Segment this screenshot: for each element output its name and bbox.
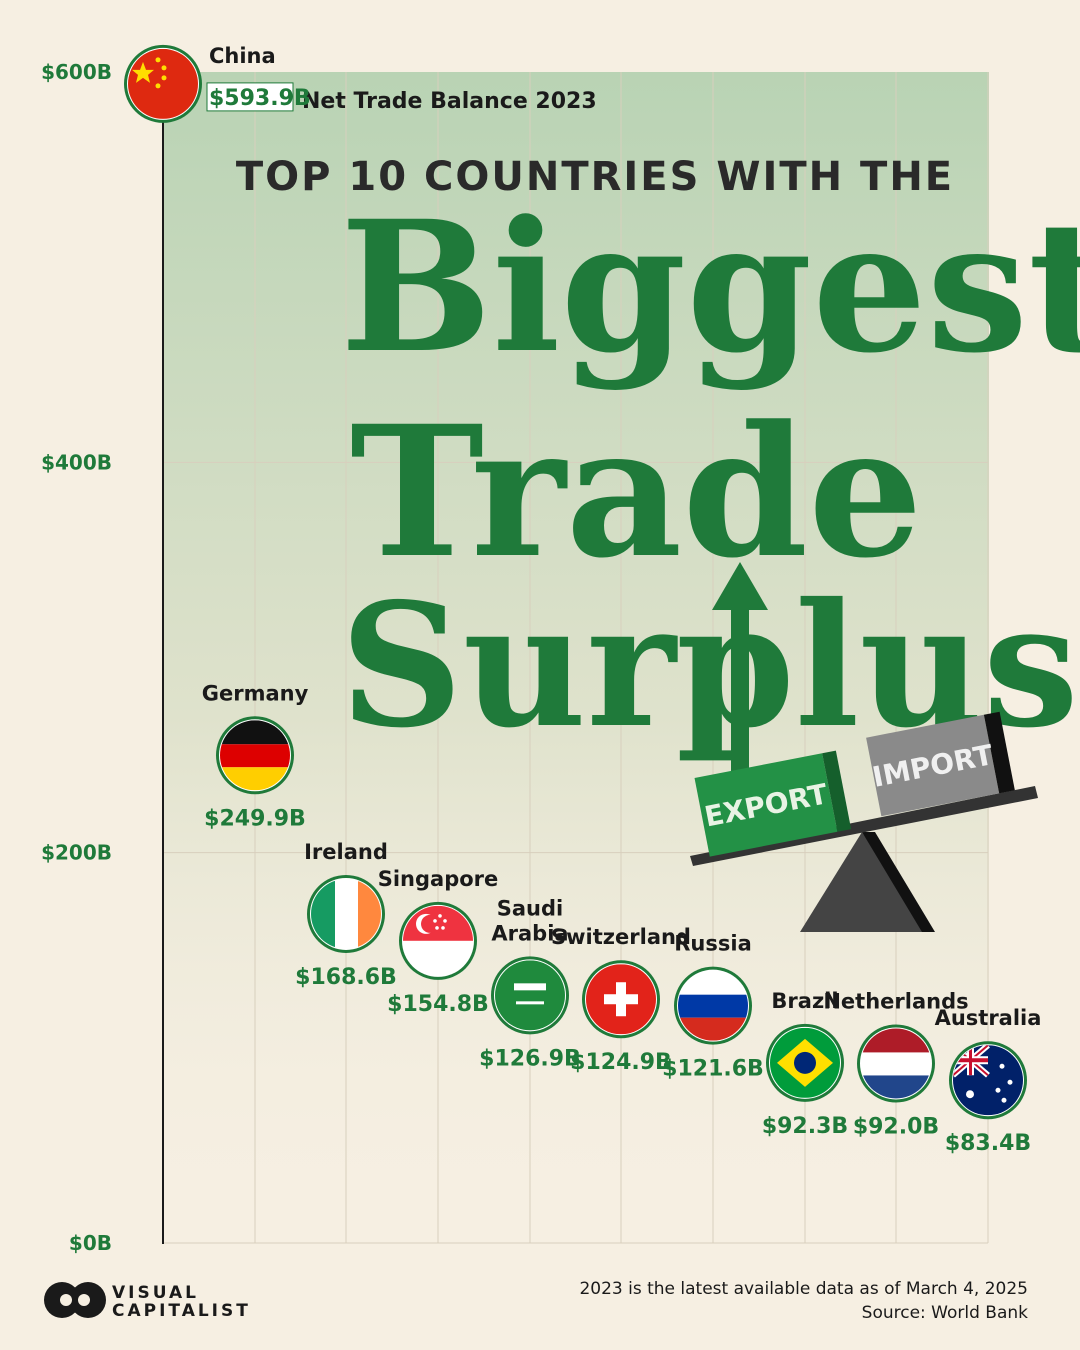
- plot-panel: [163, 72, 989, 1244]
- flag-icon: [128, 48, 198, 119]
- data-point: [857, 1024, 935, 1103]
- value-label: $92.3B: [762, 1114, 848, 1139]
- country-name: Germany: [202, 681, 309, 705]
- y-tick-label: $600B: [41, 60, 112, 84]
- data-point: [216, 716, 294, 795]
- metric-label: Net Trade Balance 2023: [302, 89, 597, 114]
- brand-line-2: CAPITALIST: [112, 1301, 251, 1321]
- data-point: [124, 44, 202, 123]
- value-label: $121.6B: [662, 1057, 764, 1082]
- flag-icon: [586, 964, 656, 1035]
- data-point: [949, 1041, 1027, 1120]
- value-label: $124.9B: [570, 1050, 672, 1075]
- y-axis-ticks: $0B $200B $400B $600B: [41, 60, 112, 1255]
- data-point: [491, 956, 569, 1035]
- y-tick-label: $200B: [41, 841, 112, 865]
- import-box: [866, 714, 1000, 817]
- country-name: China: [209, 44, 276, 68]
- up-arrow-icon: [712, 562, 768, 778]
- flag-icon: [403, 905, 473, 976]
- data-point: [307, 874, 385, 953]
- chart-title-line-2: Trade: [350, 387, 923, 598]
- brand-line-1: VISUAL: [112, 1283, 199, 1303]
- value-label: $593.9B: [209, 86, 311, 111]
- value-label: $83.4B: [945, 1131, 1031, 1156]
- country-name: Brazil: [771, 989, 838, 1013]
- data-point: [766, 1023, 844, 1102]
- value-label: $126.9B: [479, 1046, 581, 1071]
- value-label: $154.8B: [387, 992, 489, 1017]
- scale-fulcrum: [800, 832, 930, 932]
- scale-illustration: EXPORT IMPORT: [690, 711, 1038, 932]
- country-name: Russia: [674, 932, 752, 956]
- chart-subtitle: TOP 10 COUNTRIES WITH THE: [236, 154, 954, 200]
- country-name: Saudi Arabia: [491, 896, 568, 945]
- scale-beam: [690, 786, 1038, 866]
- data-point: [582, 960, 660, 1039]
- country-name: Switzerland: [551, 925, 691, 949]
- flag-icon: [770, 1027, 840, 1098]
- footer-note: 2023 is the latest available data as of …: [579, 1279, 1028, 1299]
- footer-source: Source: World Bank: [862, 1303, 1028, 1323]
- country-name: Netherlands: [823, 989, 968, 1013]
- data-points: China $593.9B Germany $249.9B Ireland $168.6B…: [124, 44, 1041, 1156]
- country-name: Australia: [935, 1006, 1042, 1030]
- brand-logo-icon: [44, 1282, 106, 1318]
- y-tick-label: $0B: [69, 1231, 112, 1255]
- flag-icon: [220, 720, 290, 791]
- data-point: [399, 901, 477, 980]
- value-label: $168.6B: [295, 965, 397, 990]
- flag-icon: [861, 1028, 931, 1099]
- export-box: [694, 753, 838, 857]
- value-label: $92.0B: [853, 1114, 939, 1139]
- y-tick-label: $400B: [41, 450, 112, 474]
- country-name: Singapore: [378, 867, 499, 891]
- flag-icon: [678, 970, 748, 1041]
- flag-icon: [311, 878, 381, 949]
- flag-icon: [953, 1045, 1023, 1116]
- flag-icon: [495, 960, 565, 1031]
- value-label: $249.9B: [204, 806, 306, 831]
- chart-title-line-1: Biggest: [340, 182, 1080, 393]
- country-name: Ireland: [304, 840, 388, 864]
- data-point: [674, 966, 752, 1045]
